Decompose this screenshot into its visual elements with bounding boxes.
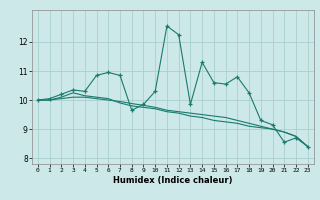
X-axis label: Humidex (Indice chaleur): Humidex (Indice chaleur) bbox=[113, 176, 233, 185]
